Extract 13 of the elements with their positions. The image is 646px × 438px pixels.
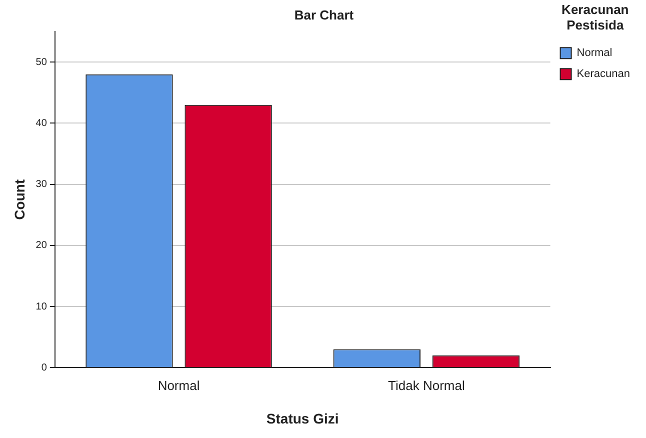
chart-title: Bar Chart: [294, 7, 354, 22]
y-tick-label: 40: [36, 118, 48, 129]
y-tick-label: 30: [36, 179, 48, 190]
y-tick-label: 50: [36, 56, 48, 68]
legend-title: Keracunan Pestisida: [562, 2, 629, 33]
y-tick-label: 10: [36, 301, 48, 312]
legend-label: Normal: [576, 47, 612, 60]
x-tick-label: Tidak Normal: [388, 378, 465, 393]
y-tick-label: 0: [41, 362, 48, 374]
legend-label: Keracunan: [576, 68, 630, 80]
y-tick-label: 20: [36, 240, 48, 252]
y-axis-title: Count: [11, 179, 28, 220]
x-axis-title: Status Gizi: [266, 410, 339, 426]
